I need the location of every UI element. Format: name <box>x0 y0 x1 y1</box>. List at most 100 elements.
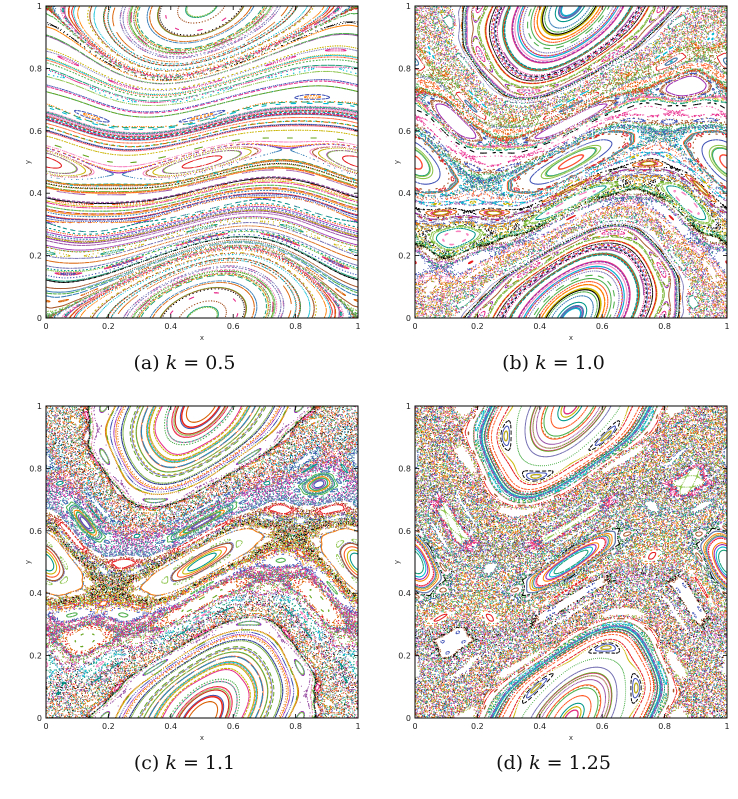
x-axis-label: x <box>200 334 204 340</box>
orbit-158 <box>551 406 591 718</box>
caption-var: k <box>535 352 547 374</box>
y-tick-label: 1 <box>406 2 411 11</box>
orbit-166 <box>416 407 727 718</box>
orbit-23 <box>416 407 726 718</box>
x-axis-label: x <box>569 334 573 340</box>
orbit-90 <box>416 406 727 718</box>
caption-eq: = 1.25 <box>547 752 611 774</box>
caption-var: k <box>529 752 541 774</box>
orbit-85 <box>416 408 727 711</box>
orbit-99 <box>417 407 726 718</box>
x-tick-label: 0.6 <box>596 322 609 331</box>
y-tick-label: 1 <box>406 402 411 411</box>
y-axis-label: y <box>393 160 401 164</box>
orbit-149 <box>487 408 656 718</box>
orbit-64 <box>47 34 358 84</box>
orbit-107 <box>564 406 578 718</box>
orbit-layer <box>46 406 358 718</box>
y-tick-label: 0 <box>406 314 411 323</box>
y-tick-label: 0 <box>37 314 42 323</box>
orbit-59 <box>47 198 356 232</box>
x-tick-label: 0.2 <box>102 322 115 331</box>
x-tick-label: 0.2 <box>471 322 484 331</box>
x-axis-label: x <box>569 734 573 740</box>
orbit-71 <box>415 408 726 716</box>
y-tick-label: 0.6 <box>29 527 42 536</box>
x-tick-label: 0.6 <box>227 322 240 331</box>
orbit-layer <box>415 6 727 318</box>
orbit-layer <box>415 406 727 718</box>
orbit-27 <box>90 7 315 318</box>
orbit-8 <box>415 406 727 718</box>
x-tick-label: 1 <box>724 722 729 731</box>
y-tick-label: 0 <box>37 714 42 723</box>
x-tick-label: 1 <box>724 322 729 331</box>
x-tick-label: 0.6 <box>596 722 609 731</box>
orbit-13 <box>416 406 727 718</box>
y-tick-label: 0.8 <box>29 64 42 73</box>
y-tick-label: 0.8 <box>398 464 411 473</box>
orbit-144 <box>416 406 727 717</box>
x-tick-label: 0.4 <box>533 322 546 331</box>
panel-d: 0 0.2 0.4 0.6 0.8 1 0 0.2 0.4 0.6 0.8 1 x y (d) k = 1… <box>369 400 738 799</box>
y-tick-label: 1 <box>37 402 42 411</box>
orbit-33 <box>533 406 609 718</box>
orbit-124 <box>415 407 726 718</box>
orbit-124 <box>415 152 726 207</box>
orbit-82 <box>416 407 726 718</box>
orbit-139 <box>415 407 726 718</box>
y-tick-label: 0.4 <box>29 589 42 598</box>
orbit-131 <box>46 223 357 259</box>
caption-d: (d) k = 1.25 <box>369 752 738 774</box>
orbit-layer <box>46 6 358 318</box>
x-tick-label: 0 <box>412 322 417 331</box>
orbit-55 <box>416 407 727 718</box>
orbit-9 <box>415 409 726 716</box>
orbit-77 <box>416 407 726 718</box>
x-tick-label: 0.4 <box>533 722 546 731</box>
panel-b: 0 0.2 0.4 0.6 0.8 1 0 0.2 0.4 0.6 0.8 1 x y (b) k = 1… <box>369 0 738 399</box>
orbit-12 <box>58 49 346 90</box>
orbit-89 <box>416 197 727 278</box>
orbit-83 <box>545 7 597 318</box>
caption-c: (c) k = 1.1 <box>0 752 369 774</box>
orbit-70 <box>416 407 727 718</box>
caption-var: k <box>166 352 178 374</box>
x-axis-label: x <box>200 734 204 740</box>
x-tick-label: 0.2 <box>102 722 115 731</box>
x-tick-label: 0 <box>412 722 417 731</box>
y-axis-label: y <box>393 560 401 564</box>
orbit-21 <box>488 406 653 716</box>
y-tick-label: 0.2 <box>398 252 411 261</box>
x-tick-label: 0.8 <box>658 322 671 331</box>
orbit-24 <box>537 406 606 718</box>
x-tick-label: 1 <box>355 722 360 731</box>
orbit-32 <box>131 13 273 312</box>
orbit-58 <box>415 407 727 717</box>
caption-tag: (d) <box>496 752 523 774</box>
orbit-41 <box>136 8 269 318</box>
orbit-43 <box>416 188 727 260</box>
orbit-49 <box>444 15 698 309</box>
orbit-127 <box>415 408 725 718</box>
caption-tag: (b) <box>502 352 529 374</box>
y-tick-label: 0.4 <box>29 189 42 198</box>
x-tick-label: 0.6 <box>227 722 240 731</box>
y-tick-label: 0.2 <box>398 652 411 661</box>
x-tick-label: 0.2 <box>471 722 484 731</box>
caption-eq: = 1.0 <box>553 352 605 374</box>
y-tick-label: 1 <box>37 2 42 11</box>
x-tick-label: 0.8 <box>289 322 302 331</box>
orbit-156 <box>415 407 727 718</box>
y-tick-label: 0.6 <box>29 127 42 136</box>
y-tick-label: 0.2 <box>29 652 42 661</box>
x-tick-label: 0.8 <box>658 722 671 731</box>
x-tick-label: 0.4 <box>164 322 177 331</box>
orbit-26 <box>88 6 317 318</box>
x-tick-label: 0 <box>43 722 48 731</box>
y-tick-label: 0.8 <box>398 64 411 73</box>
